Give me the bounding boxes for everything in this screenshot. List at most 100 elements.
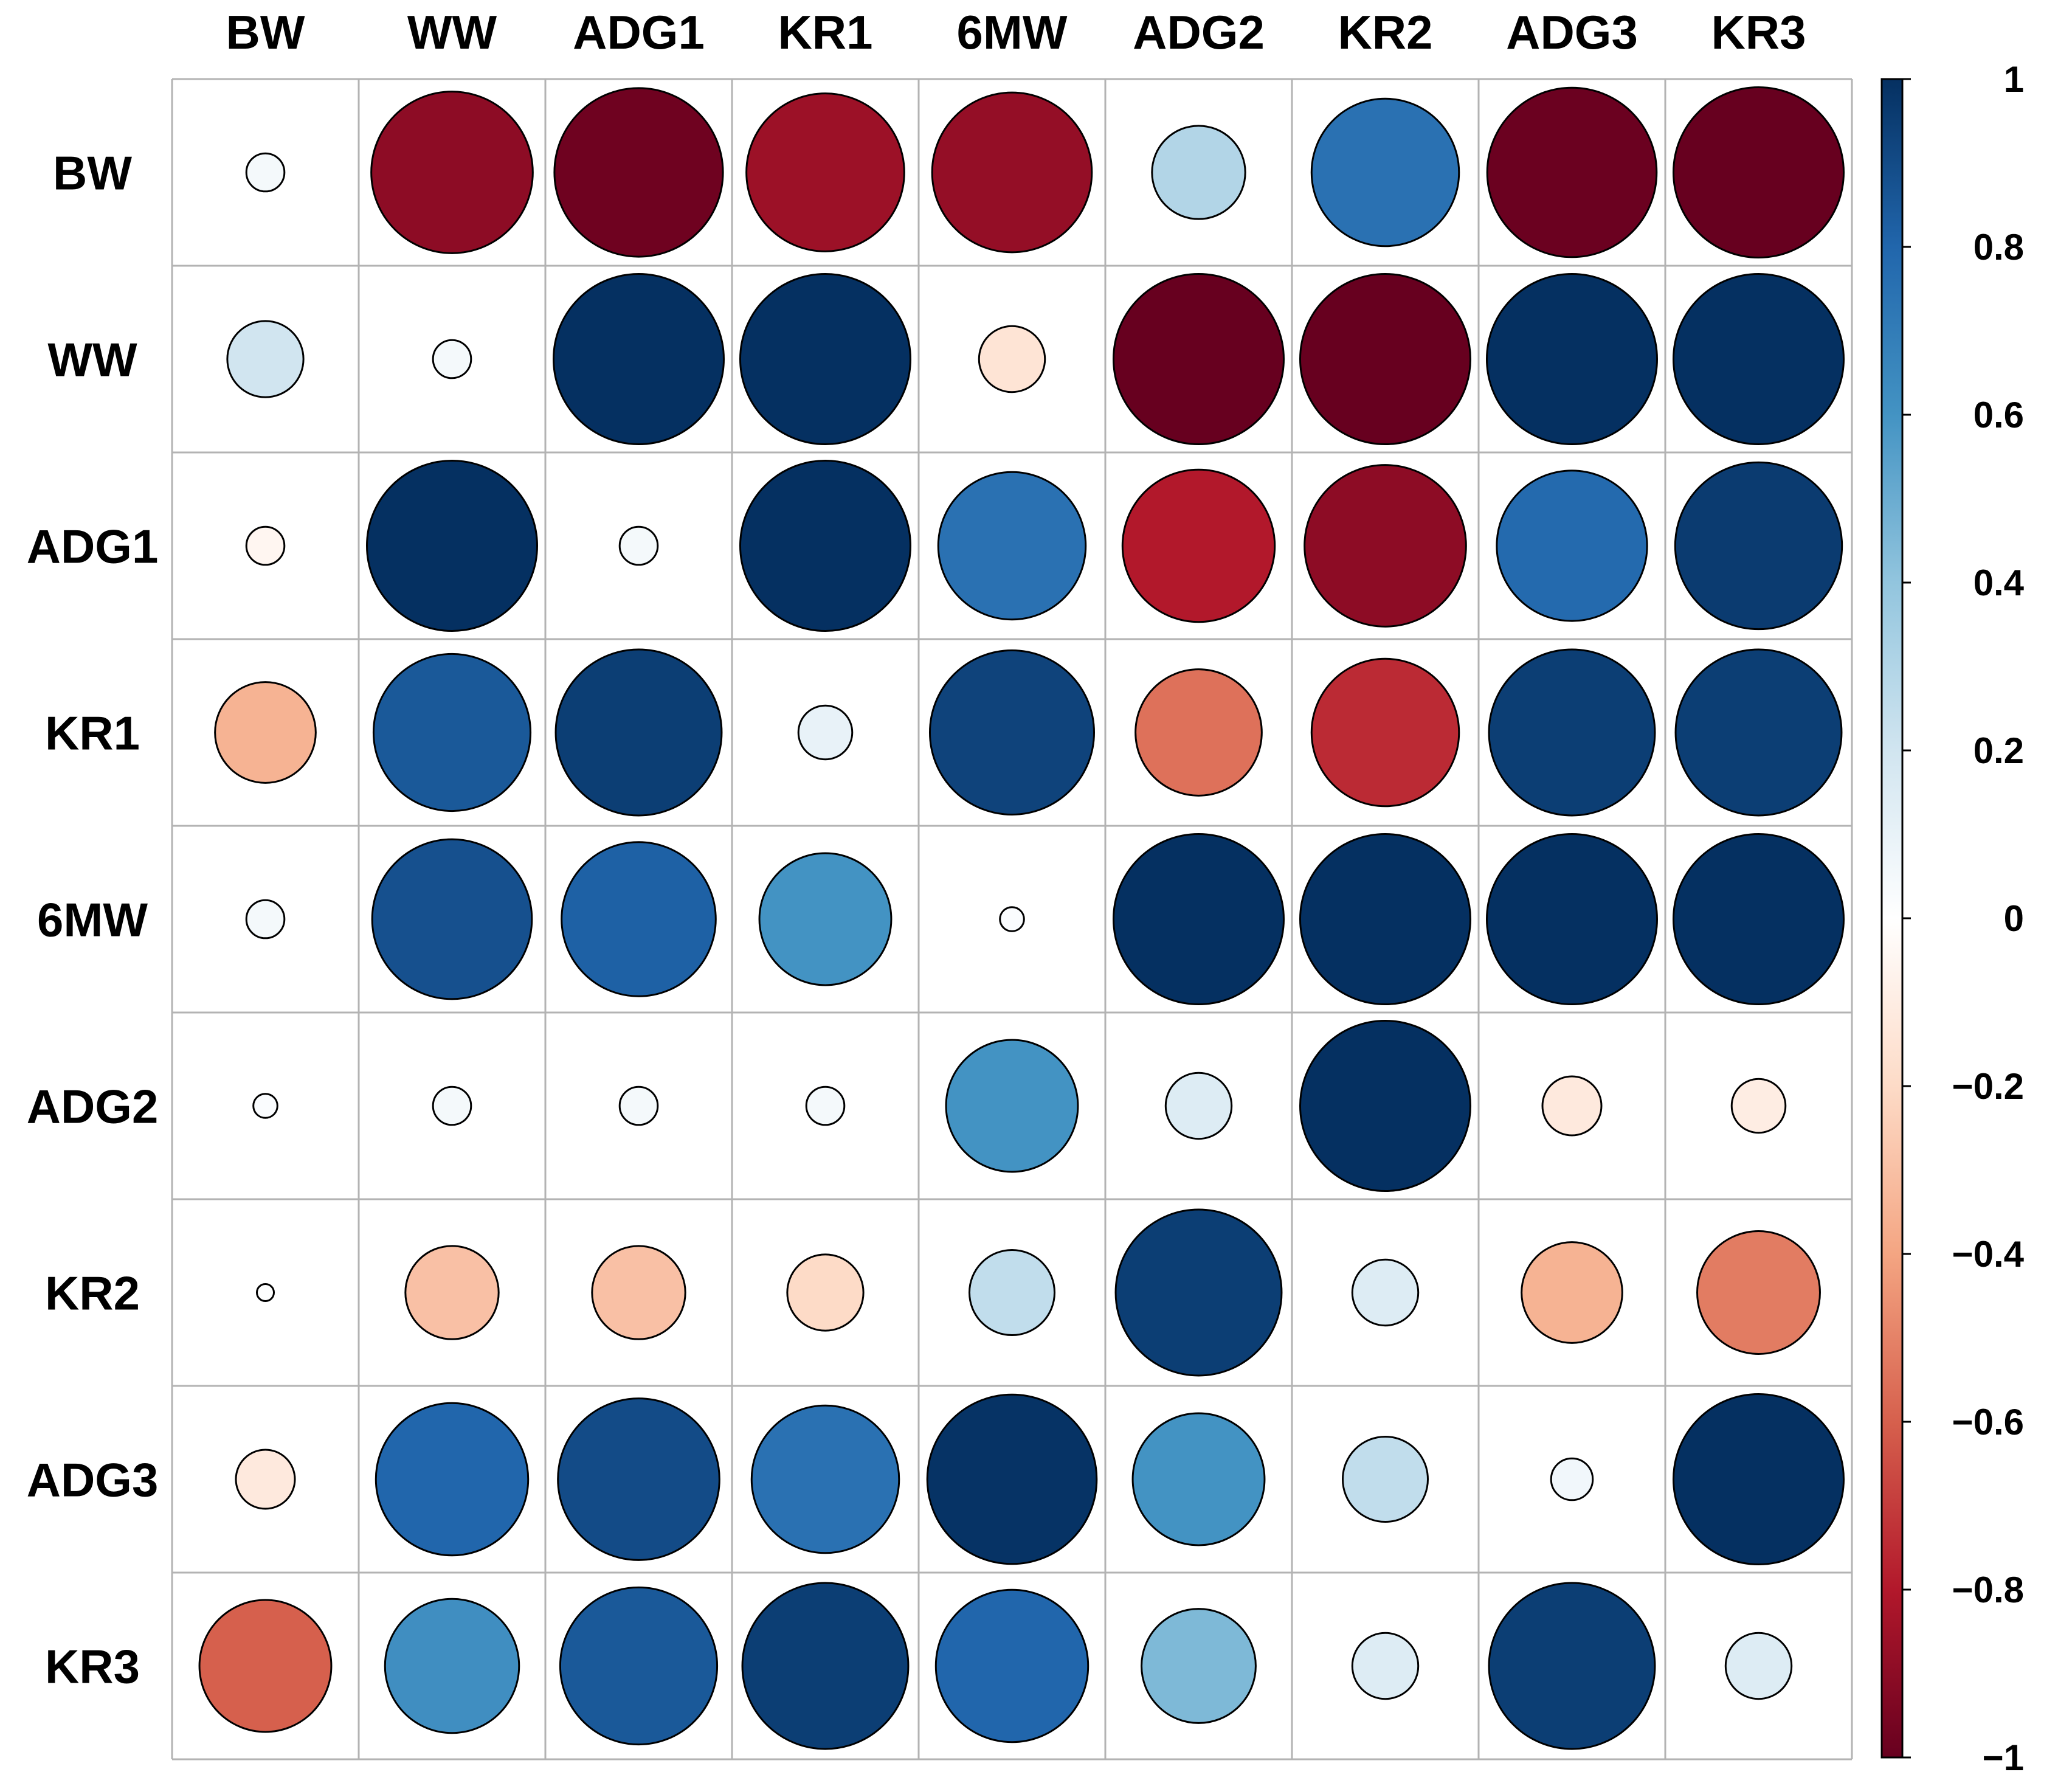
correlation-circle-6MW-ADG3 (1486, 833, 1658, 1005)
correlation-circle-KR3-KR3 (1724, 1632, 1793, 1700)
correlation-circle-6MW-KR3 (1673, 833, 1845, 1005)
colorbar-tick-label: −0.6 (1952, 1402, 2024, 1442)
correlation-circle-ADG1-6MW (937, 471, 1087, 621)
correlation-circle-BW-WW (370, 91, 534, 254)
correlation-circle-KR1-KR1 (797, 704, 854, 761)
correlation-circle-ADG2-ADG2 (1164, 1072, 1233, 1140)
colorbar-tick-label: 0.6 (1974, 395, 2024, 435)
correlation-circle-ADG1-KR3 (1674, 461, 1843, 631)
correlation-circle-BW-6MW (931, 91, 1093, 254)
correlation-circle-KR1-KR2 (1310, 657, 1460, 808)
correlation-circle-WW-ADG3 (1486, 273, 1658, 445)
correlation-circle-6MW-WW (371, 838, 533, 1000)
correlation-circle-WW-KR3 (1673, 273, 1845, 445)
correlation-circle-KR1-BW (214, 681, 317, 784)
correlation-circle-KR1-ADG1 (554, 648, 723, 817)
colorbar-tick-label: −0.4 (1952, 1234, 2025, 1275)
correlation-circle-KR2-6MW (969, 1249, 1055, 1336)
correlation-circle-ADG2-6MW (945, 1039, 1079, 1173)
row-label-ADG3: ADG3 (27, 1453, 159, 1507)
correlation-circle-KR2-KR1 (786, 1253, 865, 1332)
column-label-KR1: KR1 (778, 5, 872, 59)
correlation-circle-BW-KR2 (1310, 97, 1460, 248)
correlation-circle-ADG1-KR2 (1304, 464, 1467, 628)
correlation-circle-BW-BW (245, 152, 286, 193)
column-label-ADG3: ADG3 (1506, 5, 1638, 59)
correlation-circle-KR3-WW (384, 1598, 520, 1734)
colorbar-tick-label: −0.2 (1952, 1066, 2024, 1107)
column-label-BW: BW (226, 5, 305, 59)
correlation-circle-KR2-KR2 (1351, 1258, 1420, 1327)
colorbar-tick-label: 0.8 (1974, 227, 2024, 268)
row-label-KR3: KR3 (45, 1640, 140, 1694)
correlation-circle-BW-ADG2 (1151, 125, 1246, 220)
correlation-circle-ADG2-ADG3 (1541, 1075, 1603, 1137)
correlation-circle-KR3-ADG2 (1141, 1608, 1257, 1724)
correlation-circle-6MW-BW (245, 899, 286, 940)
column-label-ADG2: ADG2 (1133, 5, 1265, 59)
correlation-circle-WW-WW (432, 339, 472, 379)
correlation-circle-ADG1-BW (245, 525, 286, 566)
correlation-circle-WW-KR1 (739, 273, 911, 445)
correlation-circle-ADG2-KR3 (1730, 1078, 1787, 1134)
colorbar-tick-label: 1 (2004, 59, 2024, 100)
row-label-KR1: KR1 (45, 707, 140, 760)
column-label-KR2: KR2 (1338, 5, 1432, 59)
row-labels: BW WW ADG1 KR1 6MW ADG2 KR2 ADG3 KR3 (27, 147, 159, 1694)
correlation-circle-ADG3-ADG3 (1550, 1457, 1594, 1501)
correlation-circle-ADG3-KR1 (750, 1404, 900, 1554)
correlation-circle-KR2-ADG3 (1521, 1241, 1623, 1344)
correlation-circle-ADG2-KR2 (1299, 1020, 1471, 1192)
row-label-ADG2: ADG2 (27, 1080, 159, 1134)
correlation-circle-KR3-6MW (934, 1588, 1090, 1743)
correlation-circle-ADG2-ADG1 (618, 1085, 659, 1126)
column-labels: BW WW ADG1 KR1 6MW ADG2 KR2 ADG3 KR3 (226, 5, 1806, 59)
correlation-circle-6MW-KR2 (1299, 833, 1471, 1005)
row-label-ADG1: ADG1 (27, 520, 159, 573)
correlation-circle-ADG2-KR1 (805, 1085, 846, 1126)
colorbar-tick-label: −0.8 (1952, 1570, 2024, 1610)
correlation-circle-ADG1-ADG3 (1496, 469, 1648, 622)
correlation-circle-WW-ADG1 (553, 273, 725, 445)
correlation-circle-KR3-KR2 (1351, 1632, 1420, 1700)
correlation-circle-ADG3-KR3 (1673, 1393, 1845, 1565)
colorbar-tick-label: 0 (2004, 898, 2024, 939)
correlation-circle-KR1-KR3 (1674, 648, 1843, 817)
correlation-circle-WW-6MW (978, 325, 1046, 393)
correlation-circle-ADG1-ADG1 (618, 525, 659, 566)
correlation-circle-ADG3-ADG2 (1131, 1412, 1266, 1546)
correlation-circle-KR1-6MW (928, 649, 1096, 816)
row-label-KR2: KR2 (45, 1267, 140, 1320)
correlation-circle-WW-ADG2 (1113, 273, 1285, 445)
correlation-circle-KR2-ADG1 (591, 1245, 686, 1340)
correlation-circle-ADG3-WW (375, 1402, 530, 1557)
column-label-ADG1: ADG1 (573, 5, 705, 59)
colorbar-tick-label: −1 (1983, 1737, 2024, 1778)
correlation-circle-KR1-ADG3 (1488, 648, 1656, 817)
colorbar-tick-label: 0.4 (1974, 563, 2025, 603)
colorbar: 1 0.8 0.6 0.4 0.2 0 −0.2 −0.4 −0.6 −0.8 −1 (1880, 59, 2025, 1778)
correlation-circle-KR2-WW (404, 1245, 500, 1340)
correlation-circle-BW-ADG3 (1486, 86, 1658, 258)
correlation-circle-ADG2-BW (252, 1093, 278, 1119)
correlation-circle-WW-KR2 (1299, 273, 1471, 445)
correlation-circle-6MW-ADG2 (1113, 833, 1285, 1005)
correlation-circle-ADG1-KR1 (739, 460, 911, 632)
correlation-circle-KR3-BW (198, 1599, 333, 1733)
correlation-circle-BW-KR1 (745, 92, 905, 252)
correlation-circle-ADG1-WW (366, 460, 538, 632)
column-label-6MW: 6MW (957, 5, 1068, 59)
column-label-WW: WW (407, 5, 497, 59)
correlation-circle-KR2-KR3 (1696, 1230, 1821, 1355)
correlation-circle-KR3-ADG3 (1488, 1582, 1656, 1750)
correlation-circle-BW-ADG1 (553, 87, 724, 258)
correlation-circle-ADG3-ADG1 (557, 1397, 720, 1561)
correlation-circle-KR3-KR1 (741, 1582, 910, 1750)
correlation-circle-KR1-WW (372, 653, 532, 812)
correlation-circle-BW-KR3 (1673, 86, 1845, 258)
row-label-BW: BW (53, 147, 132, 200)
correlation-circle-6MW-6MW (999, 906, 1025, 932)
correlation-circle-ADG3-KR2 (1342, 1436, 1429, 1523)
correlation-circle-ADG1-ADG2 (1121, 468, 1276, 623)
grid (171, 78, 1853, 1760)
